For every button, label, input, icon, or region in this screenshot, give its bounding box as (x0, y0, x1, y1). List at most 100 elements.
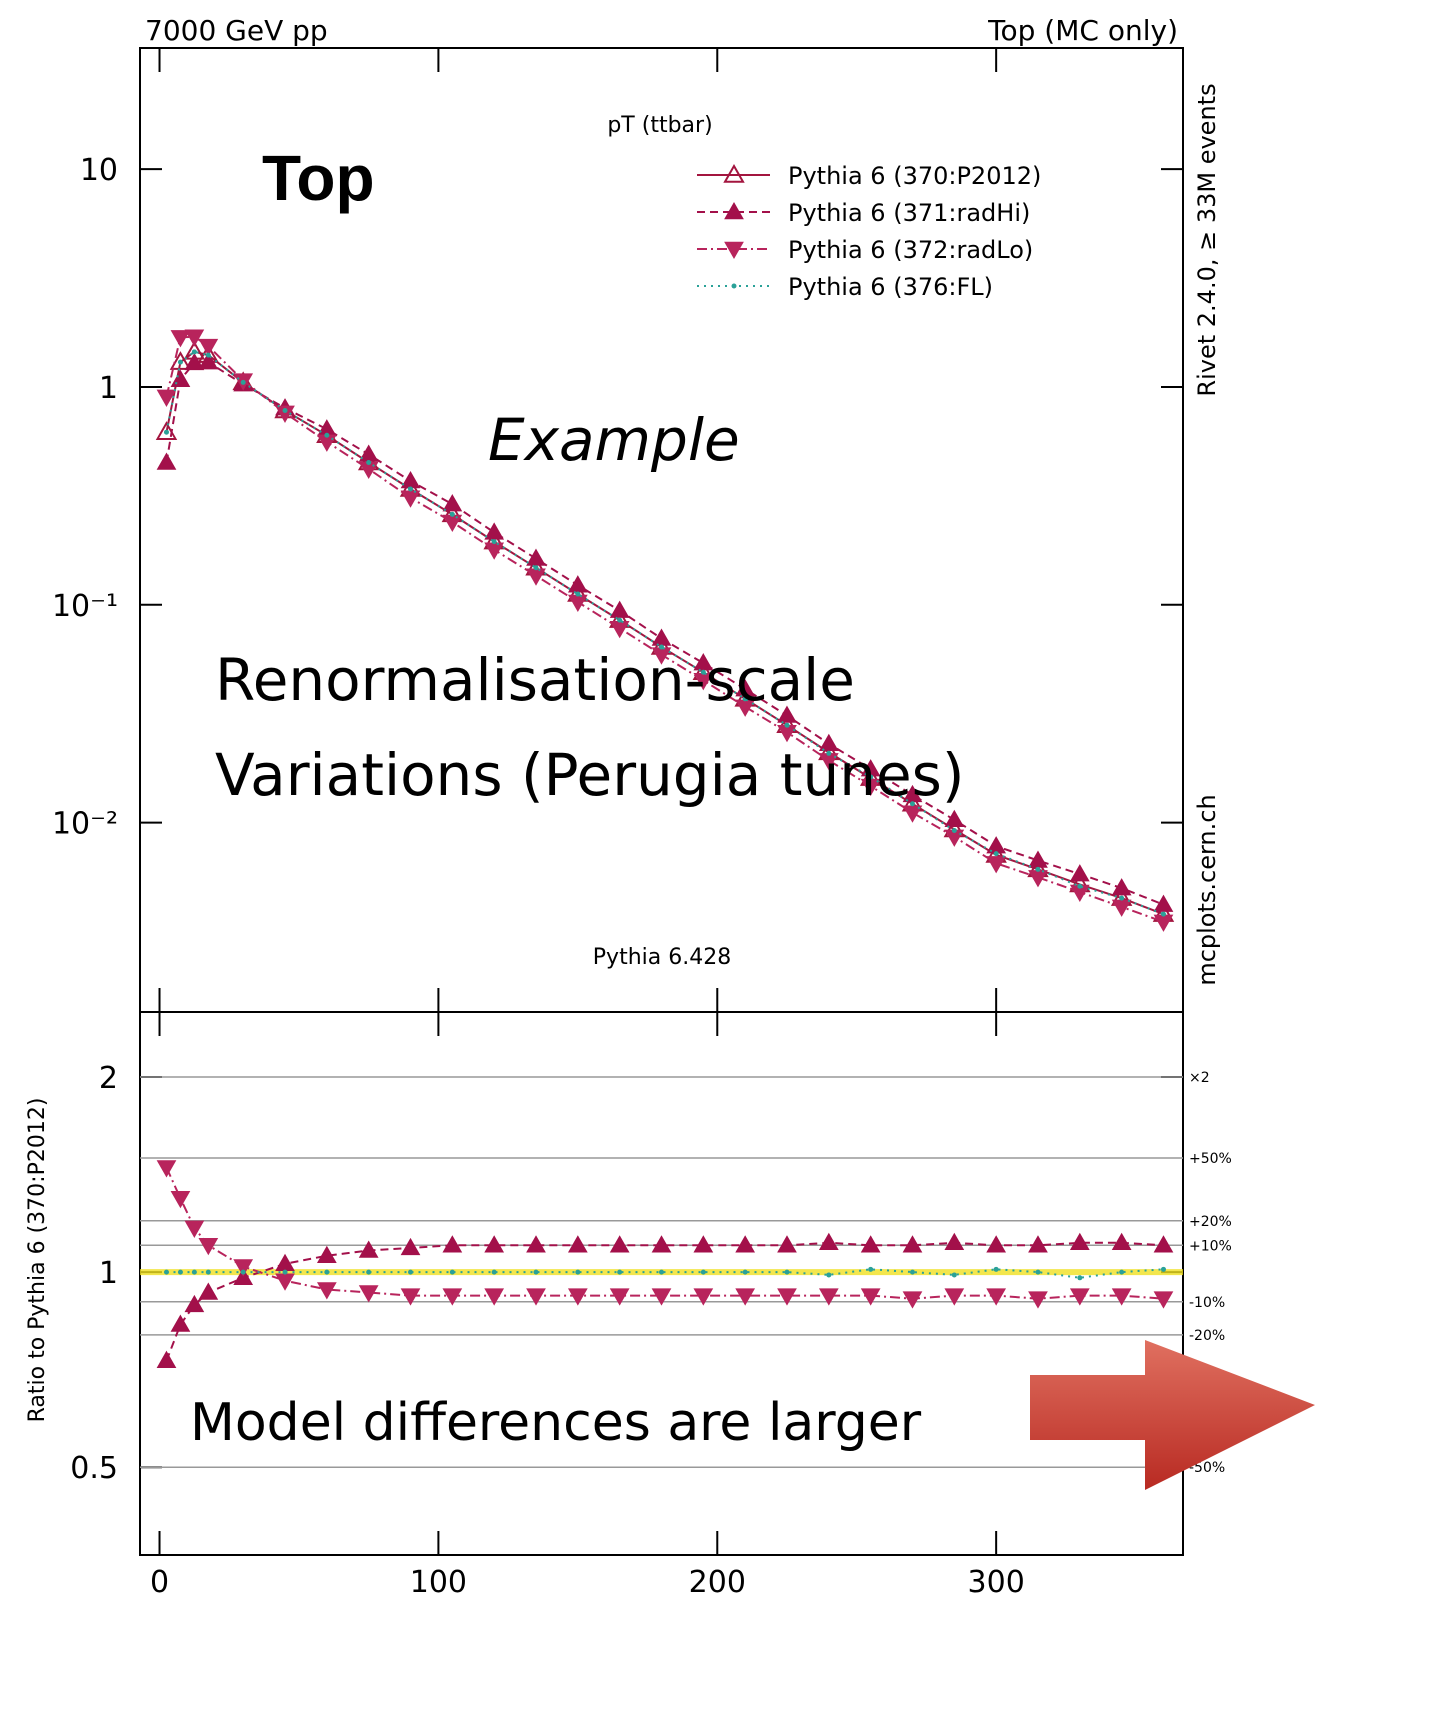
marker (651, 628, 672, 646)
marker (777, 1235, 797, 1253)
marker (240, 379, 246, 385)
marker (860, 1288, 881, 1306)
x-tick-label: 100 (410, 1565, 467, 1600)
marker (233, 1267, 254, 1286)
marker (205, 1269, 211, 1275)
marker (617, 1269, 623, 1275)
marker (1069, 1232, 1090, 1250)
marker (442, 494, 463, 512)
marker (1153, 914, 1174, 932)
legend-marker (731, 283, 737, 289)
marker (567, 575, 588, 593)
marker (1077, 1275, 1083, 1281)
marker (198, 338, 219, 357)
marker (491, 1269, 497, 1275)
marker (609, 1235, 630, 1253)
marker (742, 1269, 748, 1275)
marker (526, 568, 546, 586)
marker (784, 722, 790, 728)
marker (818, 1232, 839, 1250)
series-line (165, 1167, 1164, 1300)
marker (1077, 883, 1083, 889)
marker (1153, 894, 1174, 912)
marker (184, 1294, 205, 1313)
top-left-label: 7000 GeV pp (145, 14, 328, 47)
marker (484, 1235, 505, 1253)
marker (693, 1288, 714, 1306)
marker (156, 1160, 177, 1178)
marker (567, 1235, 588, 1253)
marker (986, 836, 1007, 854)
marker (993, 1266, 999, 1272)
marker (1028, 1291, 1048, 1309)
marker (575, 1269, 581, 1275)
y-tick-label: 1 (99, 371, 118, 406)
marker (1069, 1288, 1090, 1306)
marker (177, 359, 183, 365)
marker (484, 542, 505, 560)
marker (1111, 1288, 1132, 1306)
marker (1111, 1232, 1132, 1250)
marker (205, 352, 211, 358)
marker (526, 1235, 546, 1253)
y-tick-label: 1 (99, 1256, 118, 1291)
marker (986, 856, 1007, 874)
marker (442, 1235, 463, 1253)
marker (491, 539, 497, 545)
marker (156, 1350, 177, 1368)
y2-tick-label: -50% (1189, 1460, 1225, 1476)
marker (784, 1269, 790, 1275)
side-label: Rivet 2.4.0, ≥ 33M events (1193, 83, 1221, 396)
marker (233, 1259, 254, 1277)
marker (1160, 911, 1166, 917)
marker (700, 1269, 706, 1275)
marker (324, 432, 330, 438)
marker (198, 1282, 219, 1300)
marker (198, 352, 219, 370)
marker (951, 827, 957, 833)
marker (170, 330, 191, 348)
overlay-headline: Variations (Perugia tunes) (215, 741, 965, 809)
y-tick-label: 2 (99, 1061, 118, 1096)
y2-tick-label: +20% (1189, 1214, 1232, 1230)
marker (198, 1238, 219, 1256)
marker (170, 1191, 191, 1209)
marker (240, 1269, 246, 1275)
y2-tick-label: -20% (1189, 1328, 1225, 1344)
generator-label: Pythia 6.428 (593, 945, 731, 970)
y-tick-label: 10 (80, 153, 118, 188)
marker (909, 1269, 915, 1275)
marker (735, 1235, 756, 1253)
y-axis-label: Ratio to Pythia 6 (370:P2012) (25, 1098, 50, 1423)
marker (184, 329, 205, 347)
overlay-tag: Top (262, 142, 375, 214)
y2-tick-label: ×2 (1189, 1070, 1210, 1086)
marker (484, 522, 505, 540)
marker (1119, 895, 1125, 901)
marker (358, 1285, 379, 1303)
y-tick-label: 10⁻¹ (52, 589, 118, 624)
marker (944, 1288, 965, 1306)
marker (826, 1272, 832, 1278)
y-tick-label: 0.5 (70, 1451, 118, 1486)
marker (156, 389, 177, 407)
marker (742, 696, 748, 702)
side-label: mcplots.cern.ch (1193, 794, 1221, 985)
marker (1035, 1269, 1041, 1275)
marker (358, 444, 379, 462)
marker (609, 1288, 630, 1306)
marker (400, 1288, 421, 1306)
marker (191, 349, 197, 355)
top-right-label: Top (MC only) (987, 14, 1178, 47)
marker (533, 1269, 539, 1275)
marker (609, 600, 630, 618)
marker (944, 809, 965, 828)
x-tick-label: 200 (689, 1565, 746, 1600)
marker (177, 1269, 183, 1275)
marker (860, 1235, 881, 1253)
overlay-example: Example (488, 406, 740, 474)
marker (282, 407, 288, 413)
marker (986, 1288, 1007, 1306)
marker (609, 621, 630, 639)
legend-label: Pythia 6 (371:radHi) (788, 199, 1030, 227)
